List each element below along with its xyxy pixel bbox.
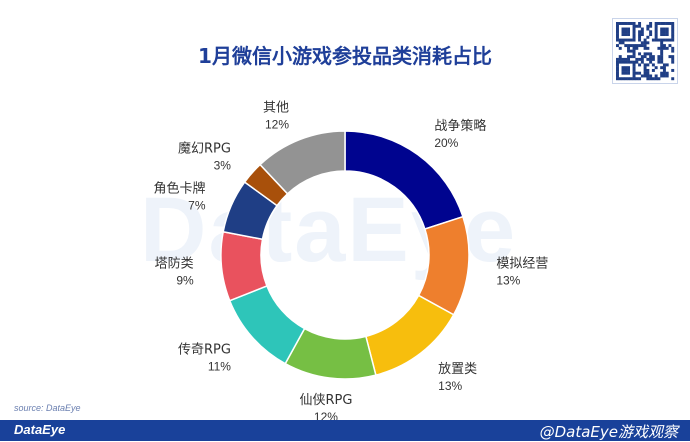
slice-label-4: 传奇RPG (178, 342, 231, 358)
slice-label-0: 战争策略 (434, 118, 486, 134)
footer-credit: @DataEye游戏观察 (539, 423, 678, 441)
slice-value-1: 13% (496, 273, 520, 287)
slice-label-2: 放置类 (438, 362, 477, 377)
slice-label-7: 魔幻RPG (178, 141, 231, 156)
slice-value-8: 12% (265, 118, 289, 132)
slice-label-5: 塔防类 (155, 255, 194, 271)
slice-value-2: 13% (438, 379, 462, 393)
slice-label-1: 模拟经营 (496, 256, 548, 271)
slice-value-7: 3% (214, 158, 232, 172)
slice-label-8: 其他 (263, 101, 289, 116)
qr-code (612, 18, 678, 84)
source-note: source: DataEye (14, 403, 81, 413)
slice-label-3: 仙侠RPG (299, 393, 352, 408)
slice-label-6: 角色卡牌 (153, 181, 205, 197)
slice-value-6: 7% (188, 199, 206, 213)
slice-value-0: 20% (434, 136, 458, 150)
footer-bar: DataEye @DataEye游戏观察 (0, 420, 690, 441)
slice-value-4: 11% (208, 360, 231, 374)
slice-value-5: 9% (176, 273, 194, 287)
qr-code-icon (616, 22, 675, 81)
chart-title: 1月微信小游戏参投品类消耗占比 (198, 44, 492, 68)
footer-logo: DataEye (14, 422, 66, 437)
slice-8 (259, 130, 346, 195)
